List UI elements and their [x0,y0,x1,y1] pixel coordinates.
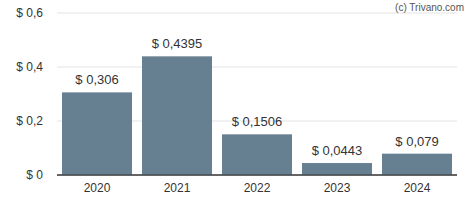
bar [302,163,372,175]
y-tick-label: $ 0 [26,168,43,182]
y-tick-label: $ 0,6 [16,6,43,20]
bar [222,134,292,175]
watermark: (c) Trivano.com [395,2,464,13]
y-axis-line [57,13,58,175]
y-tick-label: $ 0,2 [16,114,43,128]
data-label: $ 0,4395 [152,36,203,51]
data-label: $ 0,306 [75,72,118,87]
bar [62,92,132,175]
x-tick-label: 2023 [324,181,351,195]
data-label: $ 0,1506 [232,114,283,129]
grid-line [57,175,457,176]
chart-svg: $ 0 $ 0,2 $ 0,4 $ 0,6 $ 0,306 $ 0,4395 $ 0,150… [0,0,470,200]
data-label: $ 0,0443 [312,143,363,158]
x-tick-label: 2022 [244,181,271,195]
baseline [57,175,457,176]
x-tick-label: 2021 [164,181,191,195]
x-tick-label: 2024 [404,181,431,195]
y-tick-label: $ 0,4 [16,60,43,74]
grid-line [57,67,457,68]
bar [382,154,452,175]
bar [142,56,212,175]
data-label: $ 0,079 [395,134,438,149]
x-tick-label: 2020 [84,181,111,195]
bars [62,56,452,175]
chart-container: $ 0 $ 0,2 $ 0,4 $ 0,6 $ 0,306 $ 0,4395 $ 0,150… [0,0,470,200]
